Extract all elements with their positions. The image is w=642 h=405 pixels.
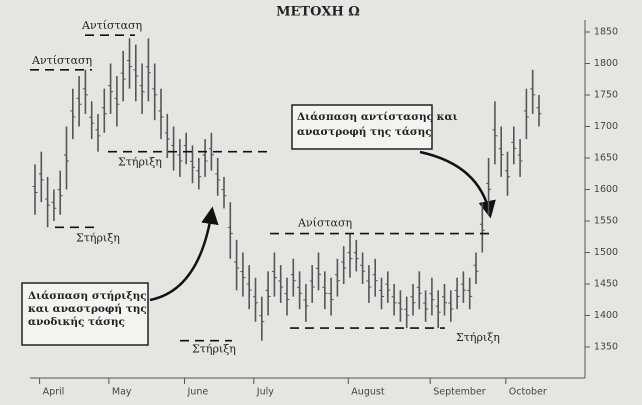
- annotation-text: Διάσπαση αντίστασης και: [297, 110, 458, 123]
- y-tick-label: 1500: [594, 247, 618, 258]
- level-label: Αντίσταση: [81, 19, 142, 32]
- y-tick-label: 1700: [594, 121, 618, 132]
- y-tick-label: 1350: [594, 342, 618, 353]
- y-tick-label: 1800: [594, 58, 618, 69]
- annotation-text: αναστροφή της τάσης: [297, 125, 432, 138]
- arrow: [149, 206, 219, 302]
- annotation-box: [21, 282, 149, 346]
- y-tick-label: 1600: [594, 184, 618, 195]
- x-tick-label: August: [351, 387, 385, 398]
- arrow: [419, 150, 496, 219]
- level-label: Στήριξη: [118, 156, 162, 169]
- y-tick-label: 1400: [594, 310, 618, 321]
- y-tick-label: 1650: [594, 153, 618, 164]
- x-tick-label: September: [433, 387, 486, 398]
- x-tick-label: April: [43, 387, 65, 398]
- y-tick-label: 1550: [594, 216, 618, 227]
- annotation-text: Διάσπαση στήριξης: [28, 289, 147, 302]
- chart-title: ΜΕΤΟΧΗ Ω: [276, 5, 360, 20]
- x-tick-label: October: [509, 387, 547, 398]
- x-tick-label: May: [112, 387, 132, 398]
- y-tick-label: 1450: [594, 279, 618, 290]
- level-label: Στήριξη: [76, 231, 120, 244]
- level-label: Στήριξη: [456, 331, 500, 344]
- x-tick-label: July: [256, 387, 274, 398]
- y-tick-label: 1850: [594, 27, 618, 38]
- annotation-text: ανοδικής τάσης: [28, 315, 125, 328]
- level-label: Στήριξη: [192, 343, 236, 356]
- level-label: Ανίσταση: [297, 217, 352, 230]
- annotation-text: και αναστροφή της: [28, 302, 147, 315]
- annotation-box: [291, 104, 433, 150]
- x-tick-label: June: [187, 387, 209, 398]
- level-label: Αντίσταση: [31, 54, 92, 67]
- y-tick-label: 1750: [594, 90, 618, 101]
